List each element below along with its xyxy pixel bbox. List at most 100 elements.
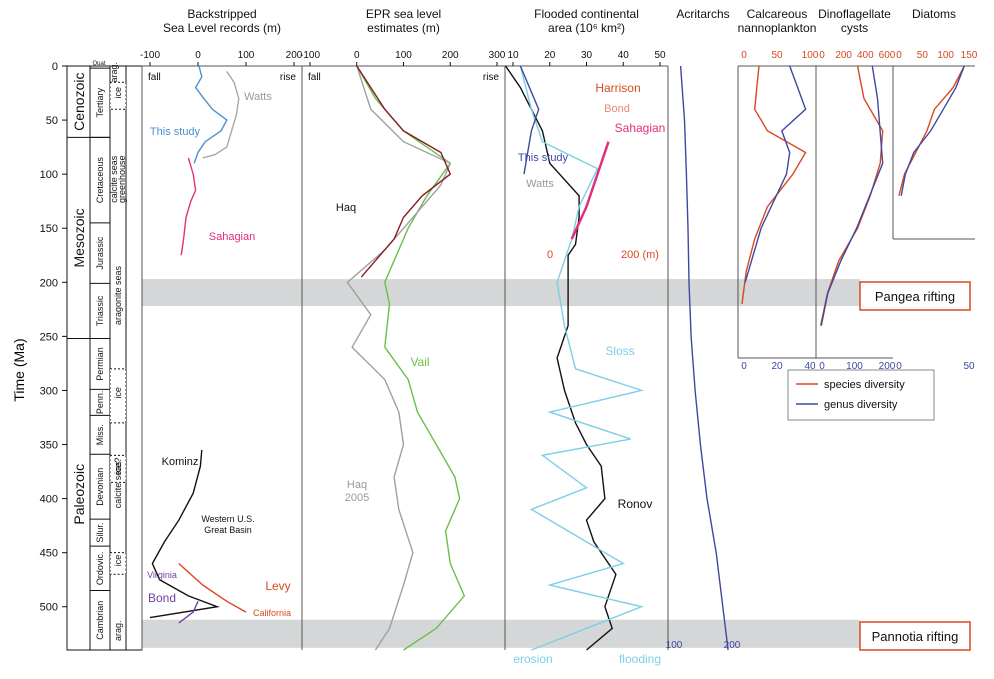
series-kominz — [149, 449, 220, 619]
y-tick-label: 250 — [40, 331, 58, 343]
annotation-label: Haq — [336, 202, 356, 214]
panel-title: cysts — [841, 21, 868, 35]
series-vail — [356, 65, 466, 651]
annotation-label: This study — [150, 126, 201, 138]
x-tick-label: 200 — [724, 640, 741, 651]
x-tick-label: 200 — [442, 50, 459, 61]
climate-label: ice — [113, 555, 123, 567]
x-tick-label: -100 — [140, 50, 160, 61]
ice-box — [109, 552, 127, 575]
x-tick-label: 50 — [917, 50, 929, 61]
annotation-label: flooding — [619, 652, 661, 666]
event-bands: Pangea rifting Pannotia rifting — [142, 279, 971, 651]
panel-title: Flooded continental — [534, 7, 639, 21]
ice-box — [109, 368, 127, 424]
panel-title: Calcareous — [747, 7, 808, 21]
y-tick-label: 0 — [52, 61, 58, 73]
annotation-label: erosion — [513, 652, 552, 666]
annotation-label: 0 — [547, 249, 553, 261]
period-label: Ordovic. — [95, 552, 105, 586]
panel-3: Acritarchs 100 200 — [666, 7, 741, 651]
annotations: Watts This study Sahagian Kominz Western U.S… — [147, 81, 665, 666]
annotation-label: Vail — [410, 355, 429, 369]
climate-label: ice — [113, 87, 123, 99]
panel-title: area (10⁶ km²) — [548, 21, 625, 35]
period-label: Silur. — [95, 523, 105, 543]
y-tick-label: 200 — [40, 277, 58, 289]
panel-title: Sea Level records (m) — [163, 21, 281, 35]
event-label-box — [859, 281, 971, 311]
event-band — [142, 619, 860, 648]
x-tick-label: 40 — [618, 50, 630, 61]
x-tick-label: -100 — [300, 50, 320, 61]
x-tick-label: 0 — [896, 50, 902, 61]
climate-label: arag. — [113, 621, 123, 642]
x-tick-label: 0 — [819, 361, 825, 372]
climate-label: arag. — [109, 62, 119, 83]
era-label: Cenozoic — [71, 73, 87, 131]
panel-title: estimates (m) — [367, 21, 440, 35]
legend-label: species diversity — [824, 379, 905, 391]
annotation-label: Ronov — [618, 497, 653, 511]
x-tick-label: 20 — [544, 50, 556, 61]
series-bond — [178, 601, 199, 624]
period-label: Penn. — [95, 391, 105, 415]
climate-label: calcite seas — [109, 155, 119, 203]
ice-box — [109, 454, 127, 483]
x-tick-label: 10 — [507, 50, 519, 61]
panel-title: Dinoflagellate — [818, 7, 891, 21]
annotation-label: Sahagian — [209, 231, 256, 243]
x-tick-label: 0 — [195, 50, 201, 61]
series-levy — [178, 562, 247, 613]
annotation-label: Bond — [148, 591, 176, 605]
annotation-label: 2005 — [345, 492, 369, 504]
series-sloss — [519, 65, 645, 651]
annotation-label: Haq — [347, 479, 367, 491]
panel-title: Diatoms — [912, 7, 956, 21]
annotation-label: Harrison — [595, 81, 640, 95]
x-tick-label: 100 — [937, 50, 954, 61]
legend-label: genus diversity — [824, 399, 898, 411]
x-tick-label: 100 — [666, 640, 683, 651]
event-label: Pangea rifting — [875, 289, 955, 304]
series-sahagian — [570, 141, 610, 240]
annotation-label: Sloss — [605, 344, 634, 358]
series-watts — [202, 71, 240, 159]
series-this-study — [193, 65, 228, 164]
rise-label: rise — [280, 72, 297, 83]
annotation-label: 200 (m) — [621, 249, 659, 261]
y-tick-label: 350 — [40, 440, 58, 452]
y-tick-label: 150 — [40, 223, 58, 235]
event-label-box — [859, 621, 971, 651]
event-band — [142, 279, 860, 307]
x-tick-label: 0 — [741, 50, 747, 61]
panel-title: Backstripped — [187, 7, 256, 21]
fall-label: fall — [148, 72, 161, 83]
climate-label: ice? — [113, 458, 123, 475]
x-tick-label: 300 — [489, 50, 506, 61]
annotation-label: Bond — [604, 103, 630, 115]
period-label: Permian — [95, 347, 105, 381]
time-axis: Time (Ma) 0 50 100 150 200 250 300 350 400 450 500 — [11, 61, 68, 650]
legend: species diversity genus diversity — [787, 369, 935, 421]
x-tick-label: 200 — [835, 50, 852, 61]
climate-label: aragonite seas — [113, 266, 123, 326]
series-genus-diversity — [820, 65, 884, 326]
x-tick-label: 30 — [581, 50, 593, 61]
legend-frame — [787, 369, 935, 421]
x-tick-label: 100 — [238, 50, 255, 61]
rise-label: rise — [483, 72, 500, 83]
x-tick-label: 100 — [802, 50, 819, 61]
series-genus-diversity — [900, 65, 965, 196]
panel-6: Diatoms 0 50 100 150 0 50 — [892, 7, 978, 372]
y-tick-label: 50 — [46, 115, 58, 127]
panel-title: Acritarchs — [676, 7, 729, 21]
annotation-label: Watts — [526, 178, 554, 190]
x-tick-label: 0 — [819, 50, 825, 61]
era-label: Paleozoic — [71, 464, 87, 525]
